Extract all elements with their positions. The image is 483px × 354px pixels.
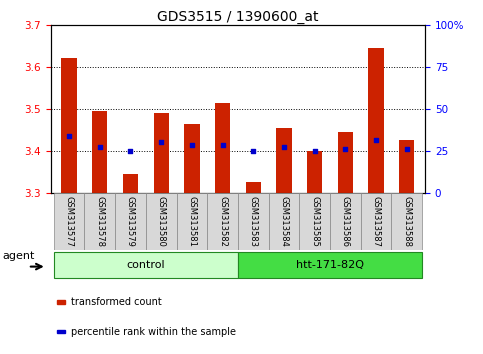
- Bar: [361, 193, 391, 250]
- Point: [311, 148, 318, 154]
- Text: transformed count: transformed count: [71, 297, 162, 307]
- Bar: [54, 252, 238, 278]
- Bar: [307, 151, 322, 193]
- Text: GSM313579: GSM313579: [126, 196, 135, 247]
- Text: GSM313586: GSM313586: [341, 196, 350, 247]
- Bar: [238, 252, 422, 278]
- Text: GSM313581: GSM313581: [187, 196, 197, 247]
- Bar: [215, 103, 230, 193]
- Bar: [92, 111, 108, 193]
- Bar: [276, 128, 292, 193]
- Bar: [238, 193, 269, 250]
- Point: [127, 148, 134, 154]
- Point: [96, 144, 104, 149]
- Text: agent: agent: [2, 251, 35, 262]
- Bar: [391, 193, 422, 250]
- Bar: [57, 300, 65, 304]
- Point: [157, 140, 165, 145]
- Text: GSM313580: GSM313580: [156, 196, 166, 247]
- Bar: [146, 193, 176, 250]
- Bar: [61, 58, 77, 193]
- Text: control: control: [127, 259, 165, 269]
- Bar: [399, 141, 414, 193]
- Text: GSM313582: GSM313582: [218, 196, 227, 247]
- Point: [403, 146, 411, 152]
- Bar: [85, 193, 115, 250]
- Text: htt-171-82Q: htt-171-82Q: [296, 259, 364, 269]
- Bar: [154, 113, 169, 193]
- Bar: [54, 193, 85, 250]
- Bar: [330, 193, 361, 250]
- Bar: [245, 182, 261, 193]
- Point: [341, 146, 349, 152]
- Bar: [299, 193, 330, 250]
- Point: [188, 142, 196, 147]
- Bar: [123, 174, 138, 193]
- Text: GSM313588: GSM313588: [402, 196, 411, 247]
- Point: [65, 133, 73, 139]
- Point: [219, 142, 227, 147]
- Title: GDS3515 / 1390600_at: GDS3515 / 1390600_at: [157, 10, 319, 24]
- Bar: [207, 193, 238, 250]
- Point: [249, 148, 257, 154]
- Bar: [176, 193, 207, 250]
- Bar: [338, 132, 353, 193]
- Text: GSM313578: GSM313578: [95, 196, 104, 247]
- Bar: [115, 193, 146, 250]
- Text: GSM313584: GSM313584: [279, 196, 288, 247]
- Bar: [368, 48, 384, 193]
- Text: GSM313585: GSM313585: [310, 196, 319, 247]
- Text: GSM313583: GSM313583: [249, 196, 258, 247]
- Bar: [57, 330, 65, 333]
- Text: GSM313577: GSM313577: [65, 196, 73, 247]
- Bar: [184, 124, 199, 193]
- Text: percentile rank within the sample: percentile rank within the sample: [71, 327, 236, 337]
- Point: [372, 138, 380, 143]
- Point: [280, 144, 288, 149]
- Bar: [269, 193, 299, 250]
- Text: GSM313587: GSM313587: [371, 196, 381, 247]
